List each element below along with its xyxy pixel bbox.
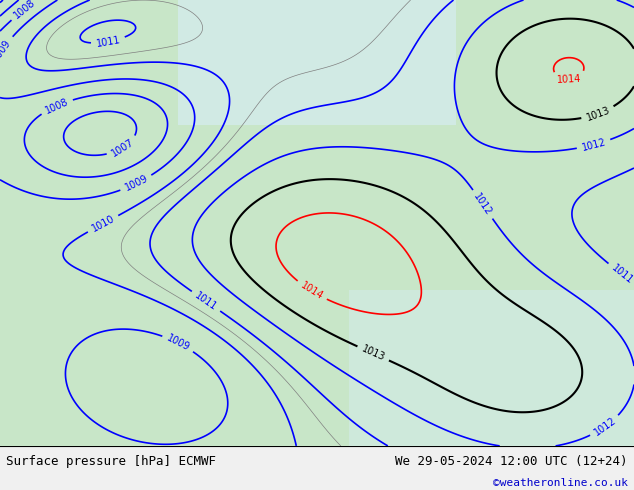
Text: 1009: 1009 <box>0 37 13 63</box>
Text: 1014: 1014 <box>557 74 582 85</box>
Text: 1012: 1012 <box>472 191 494 217</box>
Text: 1008: 1008 <box>44 97 70 116</box>
Text: 1013: 1013 <box>585 105 611 122</box>
Text: 1009: 1009 <box>165 333 191 353</box>
Text: 1012: 1012 <box>592 416 618 438</box>
Text: 1011: 1011 <box>193 290 219 312</box>
Text: We 29-05-2024 12:00 UTC (12+24): We 29-05-2024 12:00 UTC (12+24) <box>395 455 628 468</box>
FancyBboxPatch shape <box>349 290 634 446</box>
Text: ©weatheronline.co.uk: ©weatheronline.co.uk <box>493 478 628 489</box>
Text: 1013: 1013 <box>360 344 386 363</box>
Text: 1012: 1012 <box>581 137 607 152</box>
Text: 1008: 1008 <box>12 0 37 21</box>
Text: 1010: 1010 <box>90 214 116 234</box>
Text: 1009: 1009 <box>123 173 150 193</box>
Text: 1007: 1007 <box>110 137 136 158</box>
FancyBboxPatch shape <box>0 0 634 446</box>
Text: 1011: 1011 <box>95 34 121 49</box>
Text: 1011: 1011 <box>609 263 634 286</box>
FancyBboxPatch shape <box>178 0 456 125</box>
Text: Surface pressure [hPa] ECMWF: Surface pressure [hPa] ECMWF <box>6 455 216 468</box>
Text: 1014: 1014 <box>299 280 325 302</box>
